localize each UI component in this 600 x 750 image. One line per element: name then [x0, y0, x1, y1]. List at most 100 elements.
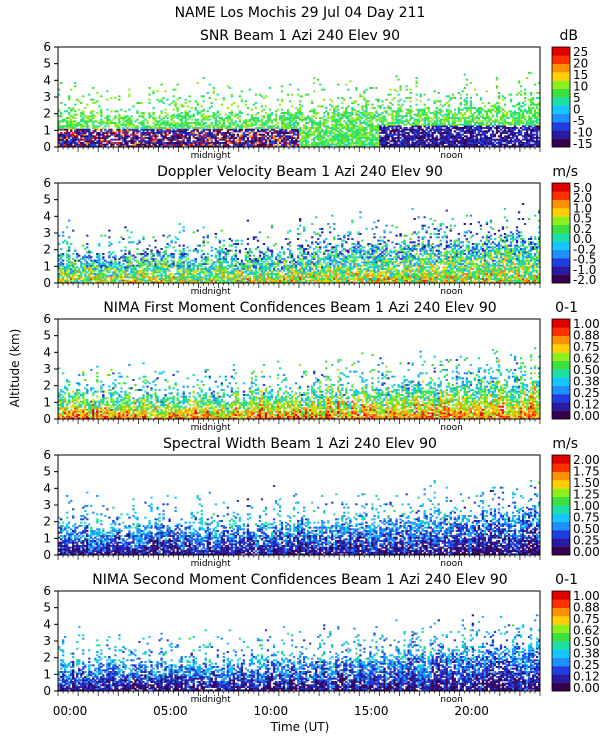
heatmap-cell	[88, 276, 91, 279]
heatmap-cell	[68, 123, 71, 126]
heatmap-cell	[284, 143, 288, 146]
heatmap-cell	[475, 135, 479, 138]
heatmap-cell	[176, 133, 179, 136]
heatmap-cell	[162, 123, 165, 126]
heatmap-cell	[479, 112, 483, 114]
heatmap-cell	[202, 138, 205, 141]
heatmap-cell	[387, 105, 390, 108]
heatmap-cell	[74, 127, 77, 129]
heatmap-cell	[441, 140, 444, 143]
heatmap-cell	[158, 125, 161, 128]
heatmap-cell	[228, 138, 232, 141]
heatmap-cell	[266, 143, 270, 146]
heatmap-cell	[68, 135, 71, 138]
heatmap-cell	[222, 143, 225, 146]
heatmap-cell	[124, 274, 127, 277]
heatmap-cell	[363, 105, 366, 108]
heatmap-cell	[106, 142, 109, 144]
heatmap-cell	[509, 122, 513, 124]
heatmap-cell	[381, 143, 384, 146]
heatmap-cell	[282, 135, 286, 138]
heatmap-cell	[343, 137, 346, 139]
heatmap-cell	[381, 115, 384, 118]
heatmap-cell	[196, 137, 199, 139]
heatmap-cell	[140, 281, 143, 284]
heatmap-cell	[371, 143, 374, 146]
heatmap-cell	[479, 110, 483, 113]
heatmap-cell	[136, 278, 139, 280]
heatmap-cell	[208, 127, 211, 129]
heatmap-cell	[274, 140, 278, 143]
heatmap-cell	[74, 263, 77, 265]
heatmap-cell	[467, 107, 471, 109]
heatmap-cell	[196, 120, 199, 123]
heatmap-cell	[325, 132, 328, 134]
heatmap-cell	[80, 137, 83, 139]
heatmap-cell	[226, 128, 230, 131]
heatmap-cell	[325, 145, 328, 148]
heatmap-cell	[497, 143, 501, 146]
heatmap-cell	[104, 145, 107, 148]
heatmap-cell	[505, 115, 509, 118]
heatmap-cell	[156, 132, 159, 134]
heatmap-cell	[60, 102, 63, 104]
heatmap-cell	[393, 130, 396, 133]
heatmap-cell	[134, 138, 137, 141]
heatmap-cell	[353, 118, 356, 121]
heatmap-cell	[140, 266, 143, 269]
heatmap-cell	[264, 138, 268, 141]
heatmap-cell	[465, 97, 468, 99]
heatmap-cell	[423, 120, 426, 123]
heatmap-cell	[124, 140, 127, 143]
heatmap-cell	[186, 118, 189, 121]
heatmap-cell	[417, 123, 420, 126]
heatmap-cell	[533, 108, 537, 111]
heatmap-cell	[96, 268, 99, 270]
heatmap-cell	[443, 137, 446, 139]
heatmap-cell	[254, 132, 258, 134]
heatmap-cell	[445, 138, 448, 141]
heatmap-cell	[327, 135, 330, 138]
heatmap-cell	[78, 142, 81, 144]
heatmap-cell	[154, 143, 157, 146]
heatmap-cell	[427, 142, 430, 144]
heatmap-cell	[122, 132, 125, 134]
heatmap-cell	[144, 274, 147, 277]
heatmap-cell	[329, 103, 332, 106]
heatmap-cell	[451, 145, 454, 148]
heatmap-cell	[86, 234, 89, 237]
heatmap-cell	[122, 122, 125, 124]
heatmap-cell	[124, 135, 127, 138]
heatmap-cell	[313, 122, 316, 124]
heatmap-cell	[425, 117, 428, 119]
heatmap-cell	[72, 281, 75, 284]
heatmap-cell	[160, 264, 163, 267]
heatmap-cell	[439, 103, 442, 106]
heatmap-cell	[194, 123, 197, 126]
heatmap-cell	[447, 105, 450, 108]
heatmap-cell	[527, 98, 531, 101]
heatmap-cell	[309, 120, 312, 123]
heatmap-cell	[473, 135, 477, 138]
heatmap-cell	[106, 133, 109, 136]
heatmap-cell	[491, 135, 495, 138]
heatmap-cell	[311, 138, 314, 141]
heatmap-cell	[114, 261, 117, 264]
heatmap-cell	[164, 123, 167, 126]
heatmap-cell	[200, 132, 203, 134]
heatmap-cell	[172, 145, 175, 148]
heatmap-cell	[134, 256, 137, 259]
heatmap-cell	[525, 142, 529, 144]
heatmap-cell	[244, 127, 248, 129]
heatmap-cell	[146, 125, 149, 128]
heatmap-cell	[146, 266, 149, 269]
heatmap-cell	[66, 256, 69, 259]
heatmap-cell	[102, 261, 105, 264]
heatmap-cell	[102, 263, 105, 265]
heatmap-cell	[122, 254, 125, 257]
heatmap-cell	[66, 276, 69, 279]
heatmap-cell	[198, 112, 201, 114]
heatmap-cell	[88, 132, 91, 134]
heatmap-cell	[192, 130, 195, 133]
heatmap-cell	[405, 123, 408, 126]
